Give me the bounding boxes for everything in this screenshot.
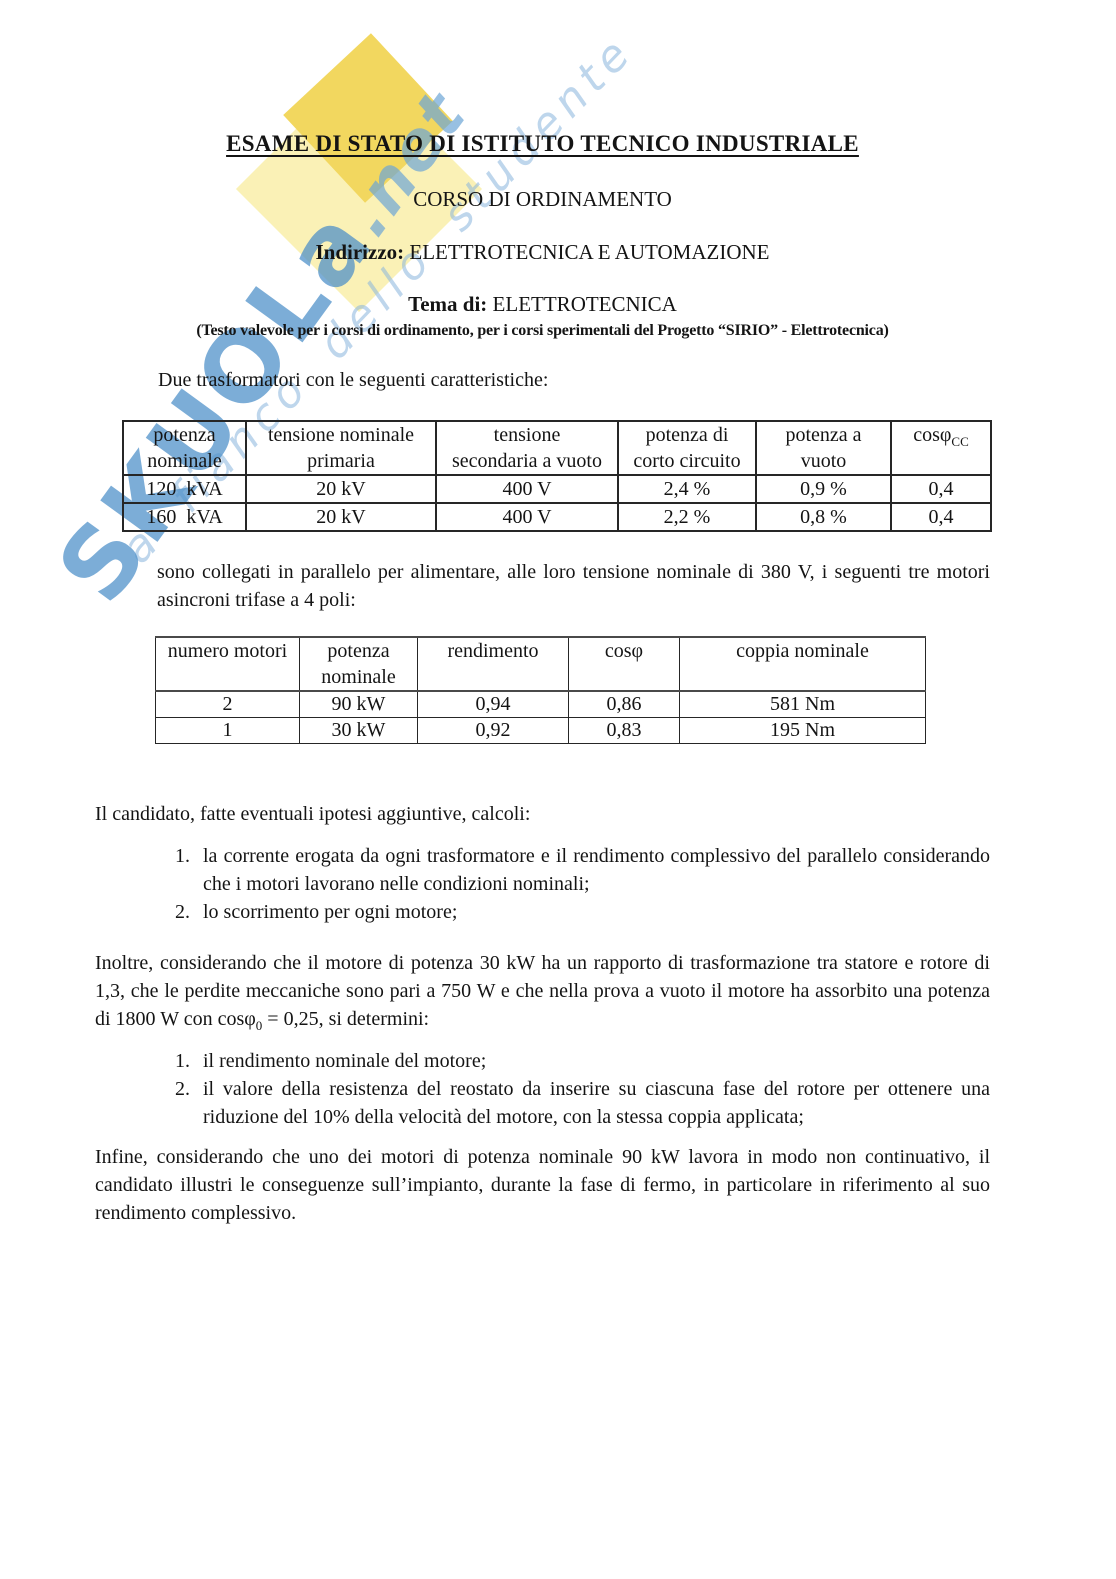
column-header: tensione secondaria a vuoto [435, 420, 619, 476]
paragraph-parallel: sono collegati in parallelo per alimenta… [157, 561, 990, 611]
cell: 0,4 [890, 502, 992, 532]
page-title: ESAME DI STATO DI ISTITUTO TECNICO INDUS… [226, 131, 859, 156]
cell: 400 V [435, 502, 619, 532]
list-item: il rendimento nominale del motore; [175, 1047, 487, 1075]
header-tema: Tema di: ELETTROTECNICA [95, 291, 990, 317]
column-header: numero motori [155, 636, 300, 692]
para3-text-after: = 0,25, si determini: [262, 1008, 430, 1030]
cell: 0,83 [568, 717, 680, 744]
cell: 195 Nm [679, 717, 926, 744]
header-note: (Testo valevole per i corsi di ordinamen… [196, 322, 889, 339]
cosphi-base: cosφ [913, 424, 952, 446]
task-list-2: il rendimento nominale del motore; il va… [175, 1047, 990, 1131]
column-header: potenza nominale [122, 420, 247, 476]
cell: 0,94 [417, 690, 569, 718]
transformers-header-row: potenza nominale tensione nominale prima… [122, 420, 992, 476]
cell: 1 [155, 717, 300, 744]
cell: 20 kV [245, 502, 437, 532]
table-row: 1 30 kW 0,92 0,83 195 Nm [155, 717, 926, 744]
motors-header-row: numero motori potenza nominale rendiment… [155, 636, 926, 692]
indirizzo-value: ELETTROTECNICA E AUTOMAZIONE [404, 240, 770, 264]
table-row: 2 90 kW 0,94 0,86 581 Nm [155, 690, 926, 718]
column-header: potenza nominale [299, 636, 418, 692]
indirizzo-label: Indirizzo: [315, 240, 405, 264]
cell: 120 kVA [122, 474, 247, 504]
paragraph-inoltre: Inoltre, considerando che il motore di p… [95, 949, 990, 1033]
list-item: il valore della resistenza del reostato … [175, 1075, 990, 1128]
list-item: lo scorrimento per ogni motore; [175, 898, 458, 926]
paragraph-candidato: Il candidato, fatte eventuali ipotesi ag… [95, 803, 531, 825]
column-header: potenza a vuoto [755, 420, 892, 476]
cell: 160 kVA [122, 502, 247, 532]
column-header: tensione nominale primaria [245, 420, 437, 476]
column-header: coppia nominale [679, 636, 926, 692]
tema-label: Tema di: [408, 292, 488, 316]
table-row: 120 kVA 20 kV 400 V 2,4 % 0,9 % 0,4 [122, 474, 992, 504]
cell: 2,4 % [617, 474, 757, 504]
cell: 0,9 % [755, 474, 892, 504]
para3-text: Inoltre, considerando che il motore di p… [95, 952, 990, 1030]
table-row: 160 kVA 20 kV 400 V 2,2 % 0,8 % 0,4 [122, 502, 992, 532]
para3-subscript: 0 [255, 1018, 263, 1033]
cell: 0,8 % [755, 502, 892, 532]
cell: 400 V [435, 474, 619, 504]
cell: 0,86 [568, 690, 680, 718]
motors-table: numero motori potenza nominale rendiment… [155, 636, 926, 744]
cell: 0,92 [417, 717, 569, 744]
header-indirizzo: Indirizzo: ELETTROTECNICA E AUTOMAZIONE [95, 239, 990, 265]
column-header-cosphi-cc: cosφCC [890, 420, 992, 476]
cell: 20 kV [245, 474, 437, 504]
header-subtitle: CORSO DI ORDINAMENTO [413, 187, 672, 211]
cell: 30 kW [299, 717, 418, 744]
task-list-1: la corrente erogata da ogni trasformator… [175, 842, 990, 926]
cosphi-sub: CC [951, 434, 969, 449]
list-item: la corrente erogata da ogni trasformator… [175, 842, 990, 895]
document-content: ESAME DI STATO DI ISTITUTO TECNICO INDUS… [0, 0, 1116, 1227]
transformers-table: potenza nominale tensione nominale prima… [122, 420, 992, 532]
intro-line: Due trasformatori con le seguenti caratt… [158, 369, 549, 391]
cell: 2 [155, 690, 300, 718]
column-header: cosφ [568, 636, 680, 692]
cell: 2,2 % [617, 502, 757, 532]
cell: 90 kW [299, 690, 418, 718]
paragraph-infine: Infine, considerando che uno dei motori … [95, 1146, 990, 1224]
cell: 581 Nm [679, 690, 926, 718]
cell: 0,4 [890, 474, 992, 504]
tema-value: ELETTROTECNICA [487, 292, 677, 316]
column-header: rendimento [417, 636, 569, 692]
column-header: potenza di corto circuito [617, 420, 757, 476]
